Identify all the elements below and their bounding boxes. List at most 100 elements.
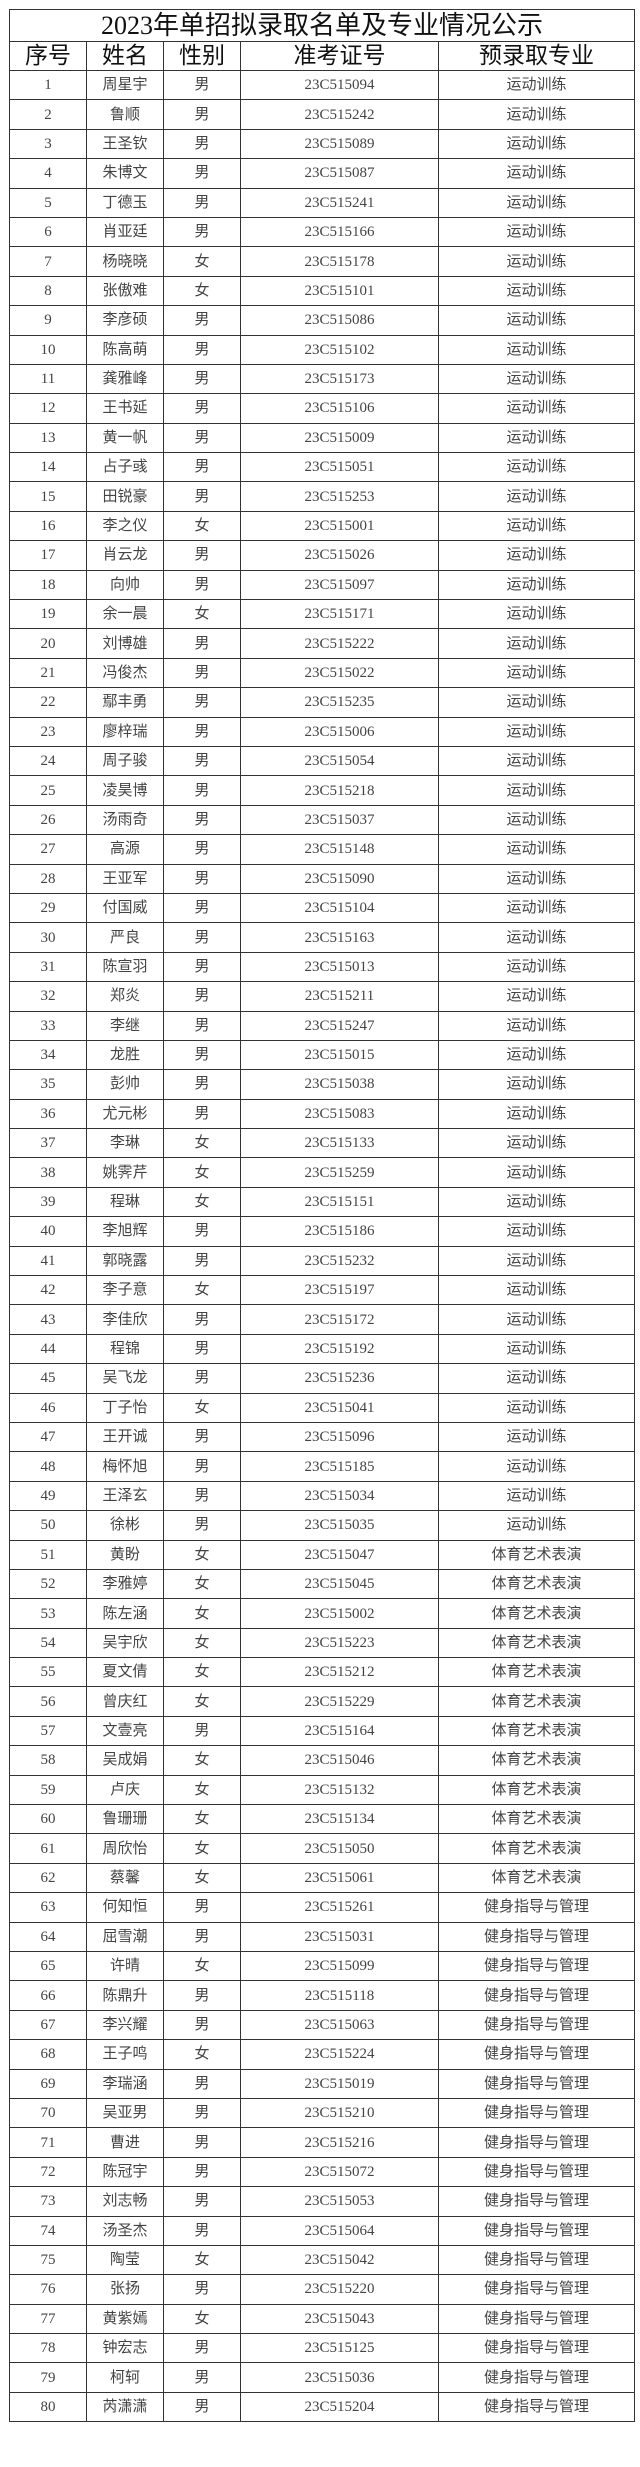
cell-gender: 男 xyxy=(163,1333,241,1365)
cell-gender: 男 xyxy=(163,2215,241,2246)
table-row: 57 文壹亮男 23C515164 体育艺术表演 xyxy=(9,1715,636,1747)
table-row: 24 周子骏男 23C515054 运动训练 xyxy=(9,745,636,777)
table-row: 54 吴宇欣女 23C515223 体育艺术表演 xyxy=(9,1627,636,1659)
cell-index: 75 xyxy=(9,2244,87,2276)
cell-name: 王亚军 xyxy=(86,863,164,894)
cell-exam-id: 23C515051 xyxy=(240,452,439,483)
cell-exam-id: 23C515054 xyxy=(240,745,439,777)
cell-gender: 男 xyxy=(163,305,241,336)
cell-major: 体育艺术表演 xyxy=(437,1627,636,1659)
cell-major: 运动训练 xyxy=(437,275,636,307)
cell-name: 龙胜 xyxy=(86,1039,164,1071)
cell-exam-id: 23C515210 xyxy=(240,2097,439,2129)
cell-exam-id: 23C515173 xyxy=(240,363,439,395)
header-row: 序号 姓名 性别 准考证号 预录取专业 xyxy=(9,41,636,71)
cell-exam-id: 23C515259 xyxy=(240,1157,439,1188)
cell-gender: 男 xyxy=(163,863,241,894)
cell-gender: 男 xyxy=(163,158,241,189)
table-row: 7 杨晓晓女 23C515178 运动训练 xyxy=(9,246,636,277)
cell-index: 26 xyxy=(9,804,87,836)
cell-exam-id: 23C515211 xyxy=(240,981,439,1012)
cell-index: 71 xyxy=(9,2127,87,2158)
cell-exam-id: 23C515042 xyxy=(240,2244,439,2276)
cell-major: 运动训练 xyxy=(437,745,636,777)
cell-name: 陈宣羽 xyxy=(86,951,164,983)
cell-exam-id: 23C515218 xyxy=(240,775,439,806)
cell-major: 运动训练 xyxy=(437,1069,636,1100)
cell-exam-id: 23C515038 xyxy=(240,1069,439,1100)
cell-exam-id: 23C515072 xyxy=(240,2156,439,2188)
cell-exam-id: 23C515022 xyxy=(240,657,439,689)
cell-exam-id: 23C515013 xyxy=(240,951,439,983)
table-row: 79 柯轲男 23C515036 健身指导与管理 xyxy=(9,2362,636,2393)
table-row: 70 吴亚男男 23C515210 健身指导与管理 xyxy=(9,2097,636,2129)
cell-major: 运动训练 xyxy=(437,981,636,1012)
cell-major: 健身指导与管理 xyxy=(437,2156,636,2188)
table-row: 47 王开诚男 23C515096 运动训练 xyxy=(9,1421,636,1453)
cell-gender: 男 xyxy=(163,1451,241,1482)
cell-exam-id: 23C515089 xyxy=(240,128,439,160)
table-row: 9 李彦硕男 23C515086 运动训练 xyxy=(9,305,636,336)
cell-name: 廖梓瑞 xyxy=(86,716,164,747)
cell-name: 吴亚男 xyxy=(86,2097,164,2129)
cell-gender: 男 xyxy=(163,1039,241,1071)
table-row: 12 王书延男 23C515106 运动训练 xyxy=(9,393,636,424)
cell-major: 运动训练 xyxy=(437,1275,636,1306)
table-row: 49 王泽玄男 23C515034 运动训练 xyxy=(9,1480,636,1512)
cell-gender: 男 xyxy=(163,1098,241,1130)
cell-gender: 男 xyxy=(163,1216,241,1247)
cell-index: 57 xyxy=(9,1715,87,1747)
cell-exam-id: 23C515047 xyxy=(240,1539,439,1570)
table-row: 69 李瑞涵男 23C515019 健身指导与管理 xyxy=(9,2068,636,2099)
cell-gender: 女 xyxy=(163,2039,241,2070)
cell-name: 陈左涵 xyxy=(86,1598,164,1629)
table-row: 62 蔡馨女 23C515061 体育艺术表演 xyxy=(9,1862,636,1894)
cell-gender: 男 xyxy=(163,804,241,836)
cell-name: 肖亚廷 xyxy=(86,216,164,248)
cell-index: 52 xyxy=(9,1568,87,1600)
cell-name: 张傲难 xyxy=(86,275,164,307)
cell-major: 运动训练 xyxy=(437,1304,636,1335)
table-row: 38 姚霁芹女 23C515259 运动训练 xyxy=(9,1157,636,1188)
table-row: 18 向帅男 23C515097 运动训练 xyxy=(9,569,636,601)
cell-name: 李子意 xyxy=(86,1275,164,1306)
cell-index: 45 xyxy=(9,1363,87,1394)
cell-name: 陈冠宇 xyxy=(86,2156,164,2188)
cell-index: 25 xyxy=(9,775,87,806)
cell-index: 74 xyxy=(9,2215,87,2246)
cell-name: 柯轲 xyxy=(86,2362,164,2393)
cell-exam-id: 23C515096 xyxy=(240,1421,439,1453)
cell-index: 34 xyxy=(9,1039,87,1071)
table-row: 61 周欣怡女 23C515050 体育艺术表演 xyxy=(9,1833,636,1864)
table-row: 16 李之仪女 23C515001 运动训练 xyxy=(9,510,636,542)
cell-name: 王圣钦 xyxy=(86,128,164,160)
cell-exam-id: 23C515104 xyxy=(240,892,439,924)
cell-gender: 男 xyxy=(163,2097,241,2129)
header-gender: 性别 xyxy=(163,41,241,71)
table-row: 51 黄盼女 23C515047 体育艺术表演 xyxy=(9,1539,636,1570)
cell-index: 9 xyxy=(9,305,87,336)
cell-index: 4 xyxy=(9,158,87,189)
cell-major: 运动训练 xyxy=(437,187,636,218)
cell-major: 健身指导与管理 xyxy=(437,2039,636,2070)
cell-exam-id: 23C515197 xyxy=(240,1275,439,1306)
cell-index: 41 xyxy=(9,1245,87,1277)
cell-gender: 女 xyxy=(163,1157,241,1188)
cell-gender: 女 xyxy=(163,1275,241,1306)
cell-major: 运动训练 xyxy=(437,1039,636,1071)
cell-name: 冯俊杰 xyxy=(86,657,164,689)
cell-exam-id: 23C515223 xyxy=(240,1627,439,1659)
cell-name: 周子骏 xyxy=(86,745,164,777)
cell-exam-id: 23C515166 xyxy=(240,216,439,248)
table-row: 46 丁子怡女 23C515041 运动训练 xyxy=(9,1392,636,1423)
cell-gender: 男 xyxy=(163,363,241,395)
cell-name: 陈高萌 xyxy=(86,334,164,365)
cell-major: 运动训练 xyxy=(437,510,636,542)
table-row: 23 廖梓瑞男 23C515006 运动训练 xyxy=(9,716,636,747)
cell-gender: 男 xyxy=(163,128,241,160)
cell-name: 尤元彬 xyxy=(86,1098,164,1130)
cell-exam-id: 23C515061 xyxy=(240,1862,439,1894)
cell-exam-id: 23C515229 xyxy=(240,1686,439,1717)
cell-index: 79 xyxy=(9,2362,87,2393)
cell-index: 77 xyxy=(9,2303,87,2335)
